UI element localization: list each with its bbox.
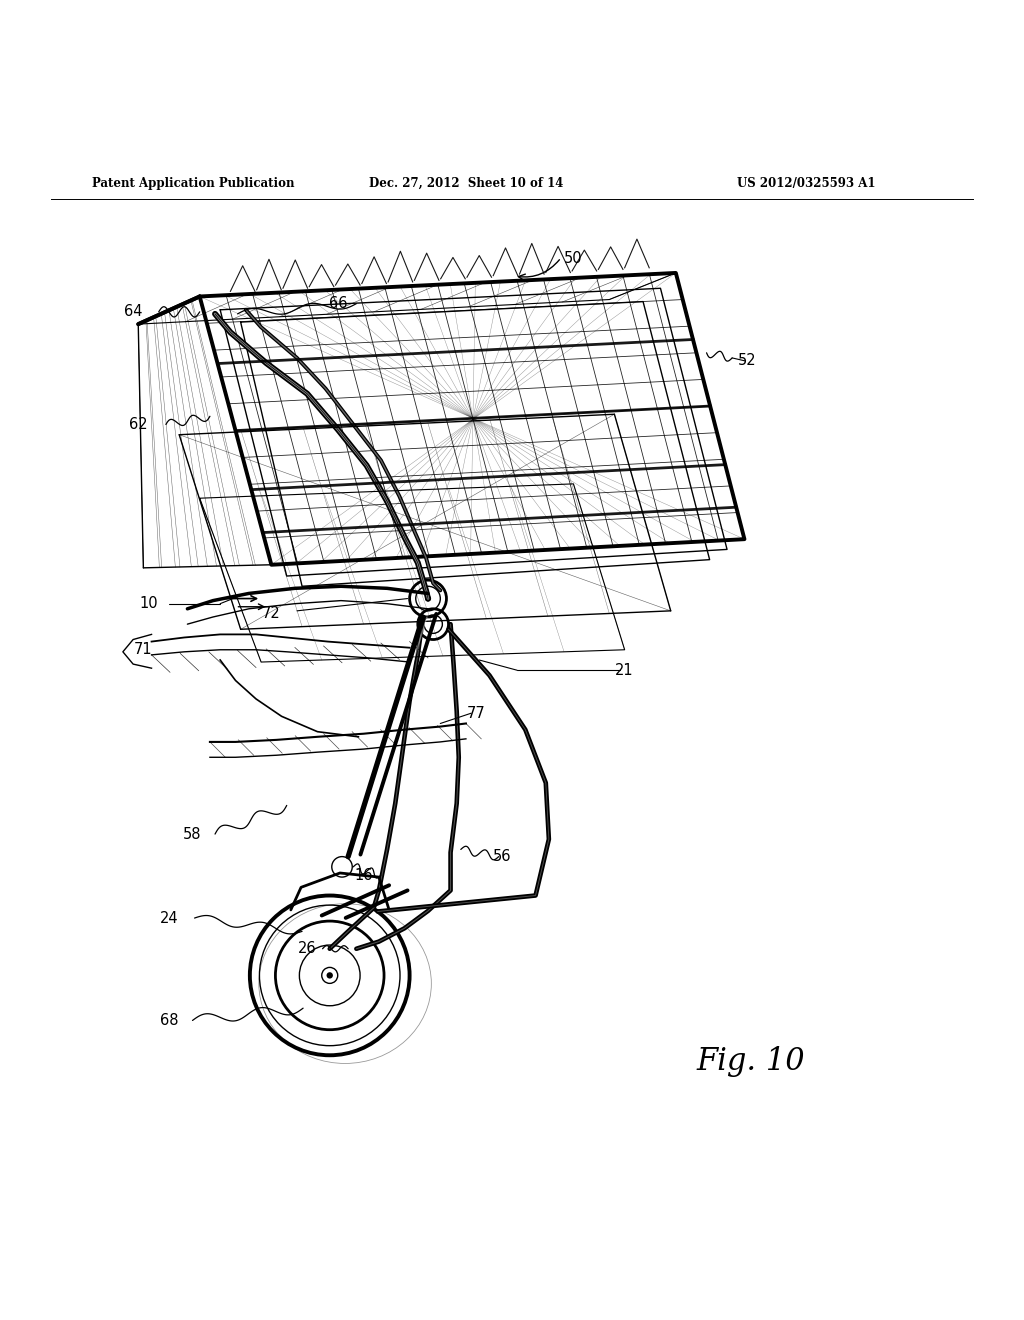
Text: 77: 77: [467, 706, 485, 721]
Text: Patent Application Publication: Patent Application Publication: [92, 177, 295, 190]
Text: 58: 58: [183, 826, 202, 842]
Text: 50: 50: [564, 251, 583, 267]
Text: 16: 16: [354, 867, 373, 883]
Text: 71: 71: [134, 643, 153, 657]
Text: 56: 56: [493, 849, 511, 865]
Text: 21: 21: [615, 663, 634, 677]
Text: 72: 72: [262, 606, 281, 622]
Text: Dec. 27, 2012  Sheet 10 of 14: Dec. 27, 2012 Sheet 10 of 14: [369, 177, 563, 190]
Circle shape: [425, 595, 431, 602]
Circle shape: [327, 973, 333, 978]
Text: 24: 24: [160, 911, 178, 925]
Text: 66: 66: [329, 296, 347, 312]
Text: US 2012/0325593 A1: US 2012/0325593 A1: [737, 177, 876, 190]
Text: 26: 26: [298, 941, 316, 956]
Text: 64: 64: [124, 305, 142, 319]
Text: 10: 10: [139, 597, 158, 611]
Text: 52: 52: [738, 354, 757, 368]
Text: 68: 68: [160, 1012, 178, 1028]
Text: 62: 62: [129, 417, 147, 432]
Text: Fig. 10: Fig. 10: [696, 1045, 805, 1077]
